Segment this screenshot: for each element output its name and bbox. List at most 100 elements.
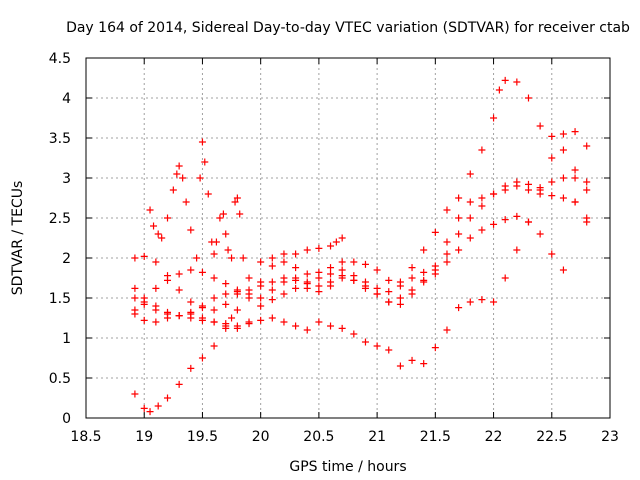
data-point [350,258,358,266]
data-point [501,216,509,224]
data-point [182,198,190,206]
data-point [490,220,498,228]
x-tick-label: 23 [601,429,619,445]
data-point [198,138,206,146]
data-point [478,194,486,202]
data-point [338,272,346,280]
data-point [140,300,148,308]
data-point [233,194,241,202]
y-tick-label: 1.5 [49,291,71,307]
data-point [245,274,253,282]
data-point [154,230,162,238]
data-point [303,270,311,278]
data-point [327,242,335,250]
data-point [228,254,236,262]
data-point [571,128,579,136]
data-point [315,244,323,252]
data-point [140,316,148,324]
data-point [187,226,195,234]
data-point [303,246,311,254]
data-point [338,258,346,266]
data-point [280,274,288,282]
data-point [257,294,265,302]
data-point [210,250,218,258]
grid [86,58,610,418]
data-point [187,308,195,316]
data-point [175,286,183,294]
data-point [373,290,381,298]
y-tick-label: 3 [62,171,71,187]
data-point [187,266,195,274]
data-point [210,274,218,282]
data-point [490,114,498,122]
data-point [233,324,241,332]
y-tick-labels: 0 0.5 1 1.5 2 2.5 3 3.5 4 4.5 [49,51,71,427]
data-point [224,246,232,254]
data-point [524,94,532,102]
data-point [559,146,567,154]
data-point [175,380,183,388]
data-point [385,288,393,296]
data-point [268,286,276,294]
x-tick-label: 21 [368,429,386,445]
x-tick-label: 19.5 [187,429,218,445]
data-point [210,294,218,302]
data-point [154,402,162,410]
data-point [408,264,416,272]
data-point [583,142,591,150]
data-point [164,394,172,402]
data-point [292,250,300,258]
data-point [140,404,148,412]
data-point [571,166,579,174]
series-track-4 [131,198,591,332]
data-point [268,314,276,322]
data-point [222,300,230,308]
data-point [490,190,498,198]
data-point [292,284,300,292]
data-point [571,174,579,182]
data-point [204,190,212,198]
data-point [338,324,346,332]
data-point [131,306,139,314]
data-point [350,330,358,338]
series-track-5 [131,174,591,314]
data-point [222,230,230,238]
data-point [571,198,579,206]
data-point [164,276,172,284]
data-point [524,186,532,194]
y-tick-label: 0.5 [49,371,71,387]
data-point [193,254,201,262]
data-point [361,282,369,290]
data-point [268,278,276,286]
data-point [536,122,544,130]
data-point [338,234,346,242]
data-point [478,146,486,154]
data-point [455,246,463,254]
data-point [169,186,177,194]
data-point [292,264,300,272]
data-point [222,290,230,298]
chart-title: Day 164 of 2014, Sidereal Day-to-day VTE… [66,20,630,36]
data-point [210,342,218,350]
data-point [292,276,300,284]
data-point [478,226,486,234]
data-point [198,314,206,322]
series-layer [131,76,591,416]
data-point [257,258,265,266]
data-point [495,86,503,94]
data-point [219,210,227,218]
data-point [420,278,428,286]
data-point [396,362,404,370]
data-point [501,186,509,194]
x-tick-label: 22 [485,429,503,445]
y-tick-label: 3.5 [49,131,71,147]
data-point [513,78,521,86]
data-point [536,190,544,198]
data-point [396,300,404,308]
data-point [408,290,416,298]
data-point [332,238,340,246]
data-point [327,264,335,272]
data-point [222,322,230,330]
data-point [420,268,428,276]
